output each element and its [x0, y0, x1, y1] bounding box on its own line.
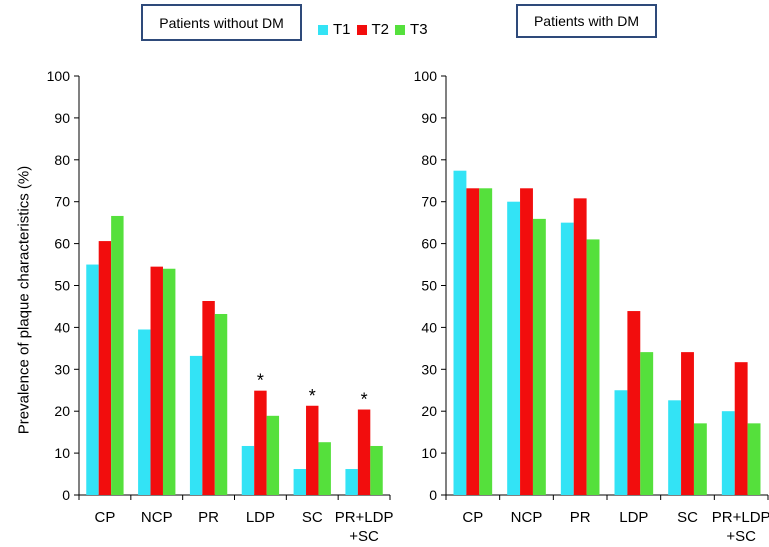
- right-x-tick-label: SC: [677, 509, 698, 526]
- left-x-tick-label: PR+LDP: [335, 509, 394, 526]
- left-x-tick-label: PR: [198, 509, 219, 526]
- legend-label-t1: T1: [333, 21, 351, 38]
- right-y-tick-label: 70: [421, 194, 437, 210]
- left-y-tick-label: 90: [54, 110, 70, 126]
- right-bar-t3: [747, 423, 761, 495]
- y-axis-label: Prevalence of plaque characteristics (%): [15, 165, 33, 435]
- right-y-tick-label: 80: [421, 152, 437, 168]
- panel-right: 0 10 20 30 40 50 60 70 80 90 100 CP NCP PR LDP SC PR+LDP…: [414, 68, 769, 545]
- left-bar-t2: [306, 405, 319, 495]
- right-bar-t2: [681, 352, 694, 495]
- left-bar-t1: [86, 264, 99, 495]
- chart-title-right: Patients with DM: [516, 4, 657, 38]
- legend-item-t1: T1: [318, 21, 351, 38]
- right-x-tick-label: NCP: [511, 509, 543, 526]
- right-bar-t2: [573, 198, 587, 495]
- left-y-tick-label: 60: [54, 236, 70, 252]
- right-bar-t1: [507, 201, 521, 495]
- right-bar-t1: [614, 390, 628, 495]
- chart-title-right-text: Patients with DM: [533, 13, 640, 29]
- right-bar-t3: [640, 352, 654, 495]
- legend-label-t3: T3: [410, 21, 428, 38]
- chart-title-left: Patients without DM: [141, 4, 302, 41]
- legend-swatch-t1: [318, 24, 328, 35]
- right-bar-t3: [586, 239, 600, 495]
- left-significance-mark: *: [361, 390, 368, 410]
- left-y-tick-label: 10: [54, 445, 70, 461]
- left-bar-t1: [345, 469, 358, 495]
- left-bar-t3: [162, 268, 176, 495]
- right-y-tick-label: 100: [414, 68, 438, 84]
- left-bar-t2: [357, 409, 371, 495]
- left-x-tick-label: NCP: [141, 509, 173, 526]
- right-x-tick-label: +SC: [726, 528, 756, 545]
- right-x-tick-label: CP: [462, 509, 483, 526]
- right-bar-t2: [734, 362, 748, 495]
- right-x-tick-label: PR+LDP: [712, 509, 769, 526]
- legend-swatch-t3: [395, 24, 406, 35]
- right-bar-t1: [668, 400, 682, 495]
- right-x-tick-label: PR: [570, 509, 591, 526]
- left-x-tick-label: LDP: [246, 509, 275, 526]
- left-significance-mark: *: [309, 386, 316, 406]
- right-y-tick-label: 30: [421, 361, 437, 377]
- right-bar-t2: [466, 188, 480, 496]
- left-bar-t3: [370, 445, 383, 495]
- left-bar-t3: [266, 415, 280, 495]
- left-y-tick-label: 20: [54, 403, 70, 419]
- right-y-tick-label: 20: [421, 403, 437, 419]
- right-y-tick-label: 10: [421, 445, 437, 461]
- left-bar-t3: [111, 215, 124, 496]
- right-bar-t3: [532, 218, 546, 495]
- right-bar-t1: [721, 411, 735, 495]
- right-y-tick-label: 40: [421, 319, 437, 335]
- legend-swatch-t2: [356, 24, 367, 35]
- legend-item-t3: T3: [395, 21, 428, 38]
- left-y-tick-label: 40: [54, 319, 70, 335]
- right-bar-t3: [693, 423, 707, 495]
- left-y-tick-label: 0: [62, 487, 70, 503]
- legend-label-t2: T2: [371, 21, 390, 38]
- legend: T1 T2 T3: [318, 21, 434, 38]
- left-bar-t2: [202, 301, 215, 495]
- left-bar-t3: [318, 442, 331, 495]
- left-bar-t1: [189, 355, 203, 495]
- left-x-tick-label: +SC: [349, 528, 379, 545]
- right-bar-t2: [520, 188, 533, 496]
- left-bar-t1: [138, 329, 151, 495]
- left-bar-t2: [98, 241, 112, 495]
- right-y-tick-label: 60: [421, 236, 437, 252]
- right-bar-t2: [627, 311, 641, 495]
- left-bar-t1: [241, 445, 255, 495]
- legend-item-t2: T2: [356, 21, 390, 38]
- right-bar-t3: [479, 188, 493, 496]
- left-bar-t2: [254, 390, 267, 495]
- left-y-tick-label: 80: [54, 152, 70, 168]
- left-bar-t2: [150, 266, 163, 495]
- right-bar-t1: [453, 170, 467, 495]
- right-y-tick-label: 0: [429, 487, 437, 503]
- panel-left: 0 10 20 30 40 50 60 70 80 90 100 CP NCP PR * LDP * SC * PR+…: [47, 68, 394, 545]
- right-y-tick-label: 90: [421, 110, 437, 126]
- left-y-tick-label: 50: [54, 278, 70, 294]
- left-bar-t3: [214, 313, 228, 495]
- left-x-tick-label: CP: [94, 509, 115, 526]
- left-significance-mark: *: [257, 371, 264, 391]
- left-y-tick-label: 30: [54, 361, 70, 377]
- left-y-tick-label: 70: [54, 194, 70, 210]
- left-y-tick-label: 100: [47, 68, 71, 84]
- right-x-tick-label: LDP: [619, 509, 648, 526]
- left-bar-t1: [293, 469, 307, 495]
- right-bar-t1: [560, 222, 574, 495]
- left-x-tick-label: SC: [302, 509, 323, 526]
- chart-title-left-text: Patients without DM: [159, 14, 284, 31]
- right-y-tick-label: 50: [421, 278, 437, 294]
